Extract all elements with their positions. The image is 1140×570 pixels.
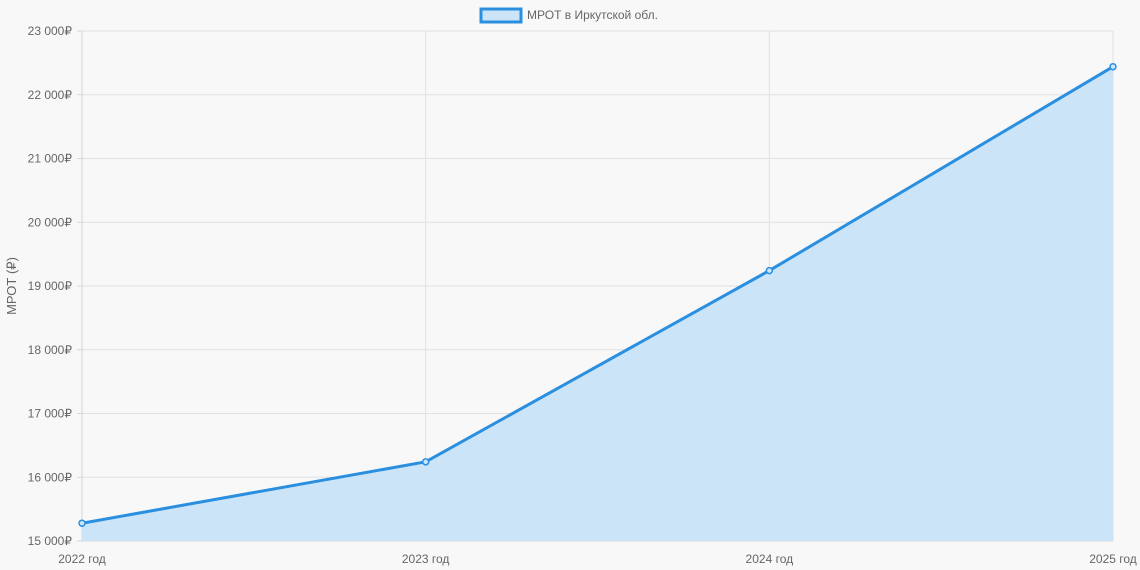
series-area-fill bbox=[82, 66, 1113, 541]
y-tick-label: 23 000₽ bbox=[28, 24, 73, 38]
x-axis-ticks: 2022 год 2023 год 2024 год 2025 год bbox=[58, 552, 1137, 566]
y-tick-label: 22 000₽ bbox=[28, 88, 73, 102]
data-point-1[interactable] bbox=[78, 519, 86, 527]
y-axis-title: МРОТ (₽) bbox=[4, 257, 19, 315]
series-line bbox=[80, 65, 1115, 525]
legend[interactable]: МРОТ в Иркутской обл. bbox=[479, 7, 658, 24]
x-tick-label: 2024 год bbox=[746, 552, 794, 566]
data-point-3[interactable] bbox=[765, 266, 774, 275]
y-tick-label: 19 000₽ bbox=[28, 279, 73, 293]
y-tick-label: 16 000₽ bbox=[28, 470, 73, 484]
y-axis-ticks: 15 000₽ 16 000₽ 17 000₽ 18 000₽ 19 000₽ 20 00… bbox=[28, 24, 82, 548]
data-point-2[interactable] bbox=[421, 458, 430, 466]
y-tick-label: 21 000₽ bbox=[28, 152, 73, 166]
x-tick-label: 2022 год bbox=[58, 552, 106, 566]
x-tick-label: 2025 год bbox=[1089, 552, 1137, 566]
point-layer bbox=[78, 62, 1117, 527]
y-tick-label: 17 000₽ bbox=[28, 407, 73, 421]
area-layer bbox=[82, 66, 1113, 541]
y-tick-label: 20 000₽ bbox=[28, 215, 73, 229]
line-layer bbox=[80, 65, 1115, 525]
x-tick-label: 2023 год bbox=[402, 552, 450, 566]
y-tick-label: 15 000₽ bbox=[28, 534, 73, 548]
legend-swatch[interactable] bbox=[479, 7, 523, 24]
y-tick-label: 18 000₽ bbox=[28, 343, 73, 357]
legend-label[interactable]: МРОТ в Иркутской обл. bbox=[527, 8, 658, 22]
data-point-4[interactable] bbox=[1109, 62, 1117, 71]
